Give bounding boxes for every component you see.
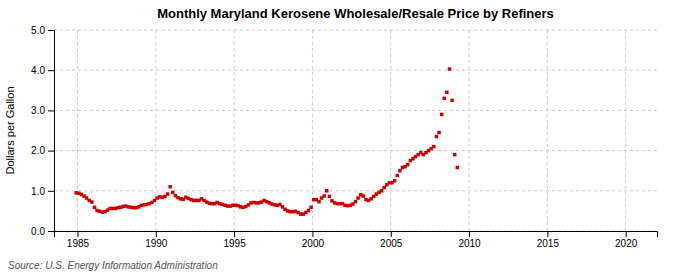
- point: [450, 99, 454, 103]
- grid-line-x: [547, 30, 548, 231]
- grid-line-x: [234, 30, 235, 231]
- points: [74, 67, 459, 216]
- point: [322, 194, 326, 198]
- y-tick-mark: [48, 70, 54, 71]
- x-tick-mark: [234, 231, 235, 237]
- y-tick: 0.0: [31, 226, 54, 237]
- point: [328, 195, 332, 199]
- point: [317, 200, 321, 204]
- point: [445, 91, 449, 95]
- x-tick: 1990: [145, 231, 168, 249]
- x-tick-mark: [77, 231, 78, 237]
- y-tick-label: 2.0: [31, 145, 45, 156]
- x-tick: 2005: [380, 231, 403, 249]
- point: [443, 97, 447, 101]
- grid-line-x: [77, 30, 78, 231]
- y-tick-label: 0.0: [31, 226, 45, 237]
- point: [393, 179, 397, 183]
- point: [362, 194, 366, 198]
- x-tick-label: 1995: [223, 238, 246, 249]
- x-tick-label: 2000: [302, 238, 325, 249]
- grid-line-y: [54, 190, 657, 191]
- y-tick: 3.0: [31, 105, 54, 116]
- point: [171, 191, 175, 195]
- y-axis: 0.0 1.0 2.0 3.0 4.0 5.0: [31, 25, 54, 237]
- point: [325, 189, 329, 193]
- x-tick-label: 2010: [458, 238, 481, 249]
- y-tick-mark: [48, 110, 54, 111]
- point: [406, 163, 410, 167]
- y-axis-title: Dollars per Gallon: [4, 86, 16, 174]
- grid-line-x: [625, 30, 626, 231]
- y-tick-mark: [48, 191, 54, 192]
- point: [448, 67, 452, 71]
- x-tick-label: 2020: [615, 238, 638, 249]
- x-tick: 2000: [302, 231, 325, 249]
- y-tick-label: 5.0: [31, 25, 45, 36]
- x-tick-mark: [391, 231, 392, 237]
- point: [93, 206, 97, 210]
- point: [354, 200, 358, 204]
- grid-line-y: [54, 110, 657, 111]
- x-tick-label: 2015: [537, 238, 560, 249]
- point: [453, 153, 457, 157]
- point: [432, 145, 436, 149]
- source-note: Source: U.S. Energy Information Administ…: [8, 260, 218, 271]
- point: [437, 131, 441, 135]
- grid-line-y: [54, 30, 657, 31]
- point: [396, 174, 400, 178]
- y-tick-mark: [48, 151, 54, 152]
- grid-line-y: [54, 70, 657, 71]
- x-tick: 2020: [615, 231, 638, 249]
- x-tick-label: 2005: [380, 238, 403, 249]
- point: [456, 166, 460, 170]
- x-axis-line: [55, 232, 658, 238]
- grid-line-x: [390, 30, 391, 231]
- y-tick: 4.0: [31, 65, 54, 76]
- x-tick-mark: [156, 231, 157, 237]
- y-tick-mark: [48, 30, 54, 31]
- point: [398, 169, 402, 173]
- point: [356, 196, 360, 200]
- x-tick-mark: [469, 231, 470, 237]
- x-tick: 1985: [67, 231, 90, 249]
- x-tick: 1995: [223, 231, 246, 249]
- y-axis-line: [48, 31, 55, 232]
- title: Monthly Maryland Kerosene Wholesale/Resa…: [157, 6, 554, 21]
- y-tick-label: 3.0: [31, 105, 45, 116]
- x-tick-mark: [312, 231, 313, 237]
- y-tick: 5.0: [31, 25, 54, 36]
- point: [307, 209, 311, 213]
- point: [168, 185, 172, 189]
- point: [380, 189, 384, 193]
- x-tick-mark: [626, 231, 627, 237]
- x-tick-label: 1985: [67, 238, 90, 249]
- x-tick-label: 1990: [145, 238, 168, 249]
- point: [309, 206, 313, 210]
- y-tick-mark: [48, 231, 54, 232]
- chart: 1985 1990 1995 2000 2005 2010 2015 2020 0.0 1.0 2.…: [0, 0, 675, 275]
- x-tick: 2015: [537, 231, 560, 249]
- grid-line-y: [54, 150, 657, 151]
- x-tick-mark: [547, 231, 548, 237]
- point: [435, 135, 439, 139]
- point: [90, 200, 94, 204]
- y-tick: 1.0: [31, 186, 54, 197]
- point: [166, 192, 170, 196]
- point: [440, 113, 444, 117]
- y-tick-label: 1.0: [31, 186, 45, 197]
- x-axis: 1985 1990 1995 2000 2005 2010 2015 2020: [55, 231, 658, 249]
- y-tick-label: 4.0: [31, 65, 45, 76]
- grid: [54, 30, 657, 231]
- x-tick: 2010: [458, 231, 481, 249]
- y-tick: 2.0: [31, 145, 54, 156]
- grid-line-x: [469, 30, 470, 231]
